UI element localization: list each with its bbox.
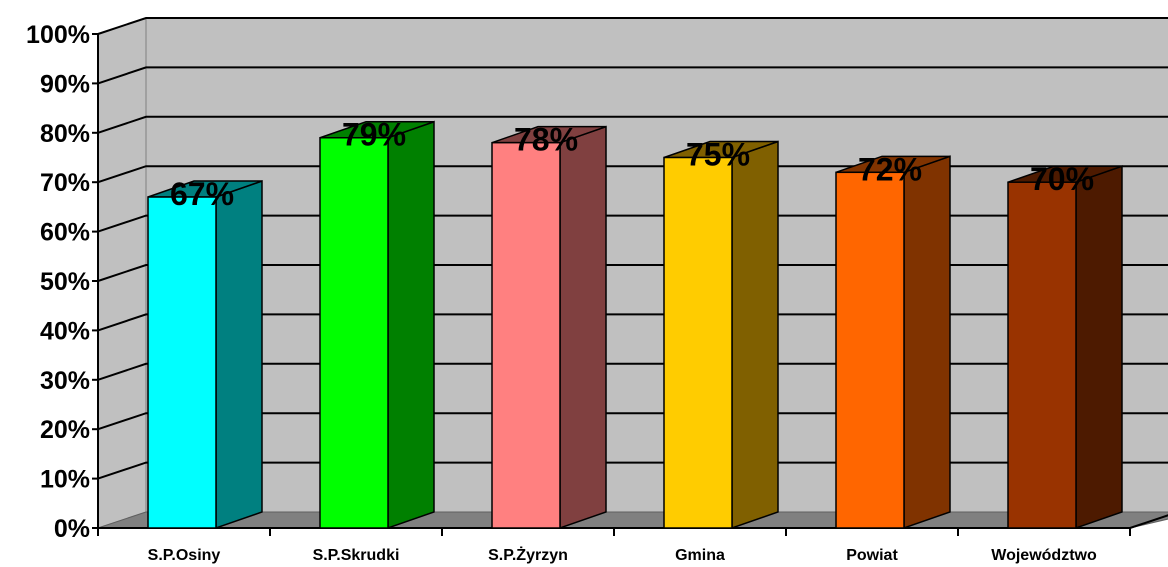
- y-tick-label: 40%: [40, 317, 90, 345]
- y-tick-label: 100%: [26, 21, 90, 49]
- data-label: 79%: [342, 117, 406, 153]
- data-label: 70%: [1030, 161, 1094, 197]
- data-label: 75%: [686, 137, 750, 173]
- x-tick-label: Gmina: [675, 547, 725, 564]
- y-tick-label: 20%: [40, 416, 90, 444]
- bar-5: [835, 155, 951, 530]
- bar-side: [731, 140, 779, 530]
- x-axis: S.P.Osiny S.P.Skrudki S.P.Żyrzyn Gmina Powia…: [97, 514, 1168, 564]
- data-label: 67%: [170, 176, 234, 212]
- gridline: [97, 66, 1168, 85]
- bar-front: [147, 196, 217, 529]
- bar-front: [1007, 181, 1077, 529]
- gridline: [97, 17, 1168, 35]
- bar-1: [147, 179, 263, 530]
- y-tick-label: 0%: [54, 515, 90, 543]
- y-tick-label: 50%: [40, 268, 90, 296]
- x-tick-label: S.P.Żyrzyn: [488, 546, 568, 564]
- y-tick-label: 30%: [40, 367, 90, 395]
- y-tick-label: 70%: [40, 169, 90, 197]
- x-tick-label: Powiat: [846, 547, 898, 564]
- y-tick-label: 60%: [40, 219, 90, 247]
- bar-side: [559, 125, 607, 530]
- bar-front: [835, 171, 905, 529]
- x-tick-label: Województwo: [991, 547, 1097, 564]
- floor-edge: [1129, 514, 1168, 529]
- bar-side: [215, 179, 263, 530]
- bar-front: [491, 141, 561, 529]
- y-tick-label: 80%: [40, 120, 90, 148]
- bars: [147, 120, 1123, 530]
- bar-front: [319, 136, 389, 529]
- bar-side: [387, 120, 435, 530]
- bar-4: [663, 140, 779, 530]
- x-tick-label: S.P.Skrudki: [313, 547, 400, 564]
- x-tick-label: S.P.Osiny: [148, 547, 221, 564]
- bar-front: [663, 156, 733, 529]
- bar-side: [1075, 165, 1123, 530]
- data-label: 72%: [858, 151, 922, 187]
- bar-6: [1007, 165, 1123, 530]
- gridline: [97, 115, 1168, 134]
- bar-side: [903, 155, 951, 530]
- gridline: [97, 165, 1168, 184]
- y-axis: 0% 10% 20% 30% 40% 50% 60% 70% 80% 90% 100%: [26, 21, 99, 543]
- bar-3: [491, 125, 607, 530]
- y-tick-label: 90%: [40, 70, 90, 98]
- bar-2: [319, 120, 435, 530]
- data-labels: 67% 79% 78% 75% 72% 70%: [170, 117, 1094, 212]
- y-tick-label: 10%: [40, 466, 90, 494]
- data-label: 78%: [514, 122, 578, 158]
